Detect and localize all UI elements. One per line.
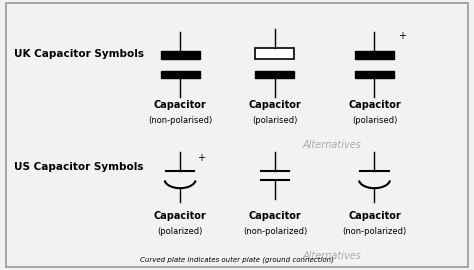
- Text: (polarised): (polarised): [352, 116, 397, 125]
- Text: +: +: [197, 153, 205, 163]
- Text: Capacitor: Capacitor: [348, 211, 401, 221]
- Text: (non-polarised): (non-polarised): [148, 116, 212, 125]
- Bar: [355, 51, 394, 59]
- Bar: [161, 71, 200, 78]
- Text: (polarized): (polarized): [157, 227, 203, 236]
- Text: (polarised): (polarised): [252, 116, 298, 125]
- Text: (non-polarized): (non-polarized): [342, 227, 407, 236]
- Text: Capacitor: Capacitor: [348, 100, 401, 110]
- Text: Capacitor: Capacitor: [248, 211, 301, 221]
- Text: Capacitor: Capacitor: [248, 100, 301, 110]
- Text: Capacitor: Capacitor: [154, 100, 207, 110]
- Bar: [355, 71, 394, 78]
- Text: US Capacitor Symbols: US Capacitor Symbols: [14, 162, 144, 173]
- Text: Alternatives: Alternatives: [302, 140, 361, 150]
- Text: Alternatives: Alternatives: [302, 251, 361, 261]
- Bar: [255, 48, 294, 59]
- Bar: [161, 51, 200, 59]
- Text: UK Capacitor Symbols: UK Capacitor Symbols: [14, 49, 144, 59]
- Text: (non-polarized): (non-polarized): [243, 227, 307, 236]
- Text: Capacitor: Capacitor: [154, 211, 207, 221]
- Bar: [255, 71, 294, 78]
- Text: Curved plate indicates outer plate (ground connection): Curved plate indicates outer plate (grou…: [140, 257, 334, 263]
- Text: +: +: [398, 31, 406, 41]
